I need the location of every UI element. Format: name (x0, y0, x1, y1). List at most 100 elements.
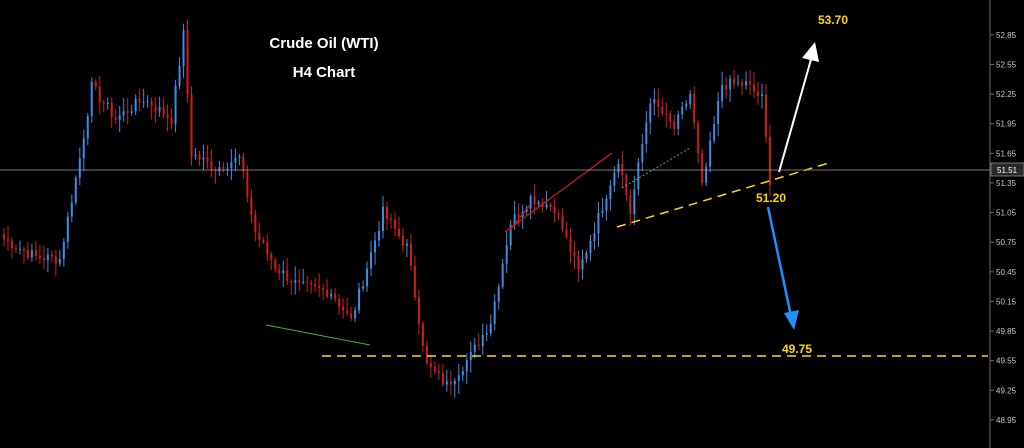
candle-body (18, 248, 21, 250)
y-tick-label: 52.25 (996, 90, 1017, 99)
annotations-layer (265, 42, 988, 357)
candle-body (114, 117, 117, 120)
candle-body (505, 245, 508, 264)
candle-body (741, 82, 744, 86)
candle-body (138, 98, 141, 103)
candle-body (190, 94, 193, 157)
candle-body (306, 281, 309, 283)
candle-body (645, 122, 648, 145)
candle-body (513, 214, 516, 225)
candle-body (765, 94, 768, 137)
candle-body (669, 113, 672, 122)
candle-body (378, 230, 381, 241)
candle-body (761, 94, 764, 96)
candle-body (370, 252, 373, 269)
candle-body (274, 260, 277, 270)
candle-body (314, 284, 317, 287)
candle-body (222, 167, 225, 170)
candle-body (597, 212, 600, 234)
green-support-line (265, 324, 371, 346)
candle-body (254, 214, 257, 233)
candle-body (605, 198, 608, 211)
current-price-badge (990, 162, 1024, 177)
candle-body (362, 286, 365, 289)
y-tick-label: 50.75 (996, 238, 1017, 247)
candle-body (10, 240, 13, 249)
candle-body (178, 65, 181, 86)
candle-body (346, 310, 349, 314)
candle-body (709, 140, 712, 167)
candle-body (250, 197, 253, 215)
candle-body (469, 351, 472, 361)
candle-body (673, 121, 676, 130)
candle-body (701, 153, 704, 183)
candle-body (54, 256, 57, 264)
candle-body (593, 233, 596, 241)
candle-body (82, 138, 85, 159)
candle-body (294, 280, 297, 283)
candle-body (497, 286, 500, 302)
candle-body (549, 204, 552, 207)
candle-body (417, 297, 420, 324)
y-tick-label: 51.35 (996, 179, 1017, 188)
candle-body (657, 99, 660, 107)
candle-body (453, 380, 456, 385)
candle-body (310, 282, 313, 285)
candle-body (641, 144, 644, 163)
candle-body (302, 281, 305, 283)
bearish-arrow-head (784, 310, 799, 330)
candle-body (685, 103, 688, 107)
candle-body (242, 156, 245, 172)
candle-body (397, 228, 400, 236)
candle-body (350, 313, 353, 319)
candle-body (437, 371, 440, 374)
candle-body (70, 202, 73, 217)
current-price-value: 51.51 (997, 166, 1018, 175)
candle-body (633, 189, 636, 214)
price-axis: 52.85 52.55 52.25 51.95 51.65 51.35 51.05 50.75… (990, 31, 1017, 425)
candle-body (629, 195, 632, 214)
candle-body (234, 157, 237, 163)
bullish-arrow-head (802, 42, 819, 62)
candle-body (62, 241, 65, 259)
candle-body (681, 106, 684, 115)
candle-body (529, 196, 532, 209)
candle-body (445, 381, 448, 385)
candle-body (577, 255, 580, 270)
candle-body (338, 299, 341, 307)
y-tick-label: 49.85 (996, 327, 1017, 336)
y-tick-label: 49.25 (996, 386, 1017, 395)
candle-body (206, 157, 209, 162)
candle-body (3, 234, 5, 240)
candle-body (322, 288, 325, 290)
candle-body (246, 171, 249, 198)
y-tick-label: 48.95 (996, 416, 1017, 425)
candle-body (174, 85, 177, 124)
candle-body (298, 280, 301, 283)
candle-body (218, 167, 221, 172)
candle-body (477, 344, 480, 347)
candle-body (585, 252, 588, 260)
candle-body (102, 102, 105, 104)
candle-body (501, 263, 504, 287)
candle-body (374, 240, 377, 253)
candle-body (557, 213, 560, 216)
candle-body (30, 250, 33, 258)
candle-body (366, 268, 369, 287)
candle-body (6, 239, 9, 241)
candle-body (621, 163, 624, 176)
candle-body (210, 161, 213, 170)
target-down-label: 49.75 (782, 342, 812, 356)
candle-body (46, 254, 49, 261)
candle-body (713, 124, 716, 141)
candle-body (202, 157, 205, 160)
candle-body (413, 266, 416, 298)
candle-body (74, 177, 77, 203)
candle-body (382, 206, 385, 231)
candle-body (42, 258, 45, 261)
candle-body (58, 258, 61, 264)
candle-body (134, 98, 137, 112)
chart-subtitle: H4 Chart (293, 64, 356, 81)
candle-body (198, 154, 201, 160)
